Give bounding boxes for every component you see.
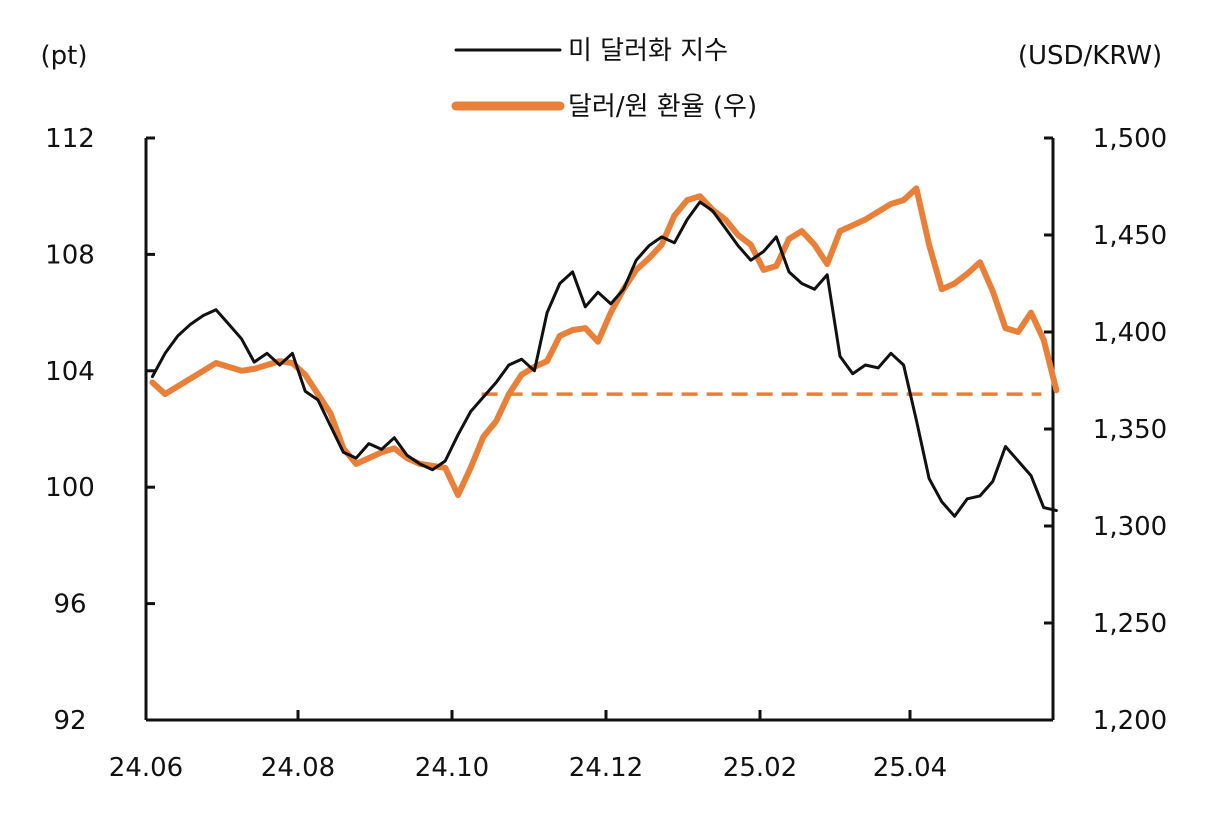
- left-tick-label: 104: [45, 357, 95, 387]
- right-axis-unit: (USD/KRW): [1018, 41, 1162, 71]
- left-axis-unit: (pt): [41, 41, 88, 71]
- x-tick-label: 24.10: [415, 753, 489, 783]
- left-tick-label: 96: [53, 590, 86, 620]
- right-tick-label: 1,450: [1093, 221, 1167, 251]
- series-lines: [149, 185, 1060, 518]
- left-tick-label: 92: [53, 706, 86, 736]
- right-tick-label: 1,500: [1093, 124, 1167, 154]
- legend-label: 달러/원 환율 (우): [568, 92, 757, 122]
- left-tick-label: 112: [45, 124, 95, 154]
- right-tick-label: 1,350: [1093, 415, 1167, 445]
- tick-labels: 112 108 104 100 96 92 1,500 1,450 1,400 1,350 1,30…: [41, 41, 1168, 783]
- series-line-usdkrw: [149, 185, 1060, 498]
- x-tick-label: 24.06: [109, 753, 183, 783]
- right-tick-label: 1,250: [1093, 609, 1167, 639]
- axes: [144, 136, 1055, 722]
- legend-label: 미 달러화 지수: [568, 36, 728, 66]
- x-tick-label: 25.02: [723, 753, 797, 783]
- left-tick-label: 100: [45, 473, 95, 503]
- x-tick-label: 24.12: [569, 753, 643, 783]
- x-tick-label: 24.08: [261, 753, 335, 783]
- right-tick-label: 1,300: [1093, 512, 1167, 542]
- x-tick-label: 25.04: [873, 753, 947, 783]
- right-tick-label: 1,200: [1093, 706, 1167, 736]
- series-line-dollar-index: [150, 200, 1058, 518]
- left-tick-label: 108: [45, 240, 95, 270]
- right-tick-label: 1,400: [1093, 318, 1167, 348]
